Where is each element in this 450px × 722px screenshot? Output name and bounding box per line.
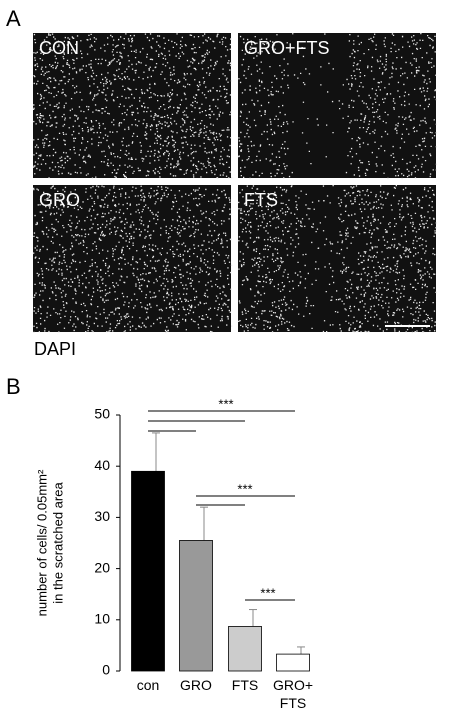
image-label: GRO+FTS xyxy=(244,38,330,58)
y-tick-label: 50 xyxy=(94,406,110,422)
x-tick-label: GRO xyxy=(180,677,212,693)
y-tick-label: 0 xyxy=(102,662,110,678)
bar xyxy=(179,540,213,672)
image-label: FTS xyxy=(244,190,278,210)
x-tick-label: FTS xyxy=(231,677,259,693)
x-tick-label: con xyxy=(136,677,160,693)
y-tick-label: 20 xyxy=(94,559,110,575)
image-label: GRO xyxy=(39,190,80,210)
x-tick-label: GRO+ FTS xyxy=(272,677,314,711)
y-tick-label: 10 xyxy=(94,611,110,627)
y-axis-label: number of cells/ 0.05mm² xyxy=(34,469,49,616)
cell-dots xyxy=(33,185,233,334)
panel-label: A xyxy=(6,6,21,31)
micrograph xyxy=(33,185,231,332)
cell-dots xyxy=(238,185,437,334)
y-axis-label: in the scratched area xyxy=(50,482,65,604)
image-label: CON xyxy=(39,38,79,58)
significance-label: *** xyxy=(237,481,252,496)
bar xyxy=(276,653,310,672)
y-tick-label: 40 xyxy=(94,457,110,473)
micrograph xyxy=(238,33,436,178)
stain-label: DAPI xyxy=(34,339,76,359)
cell-dots xyxy=(33,33,233,180)
bar xyxy=(228,626,262,672)
significance-label: *** xyxy=(260,585,275,600)
significance-label: *** xyxy=(218,396,233,411)
panel-label: B xyxy=(6,374,21,399)
micrograph xyxy=(238,185,436,332)
y-tick-label: 30 xyxy=(94,508,110,524)
bar xyxy=(131,470,165,672)
